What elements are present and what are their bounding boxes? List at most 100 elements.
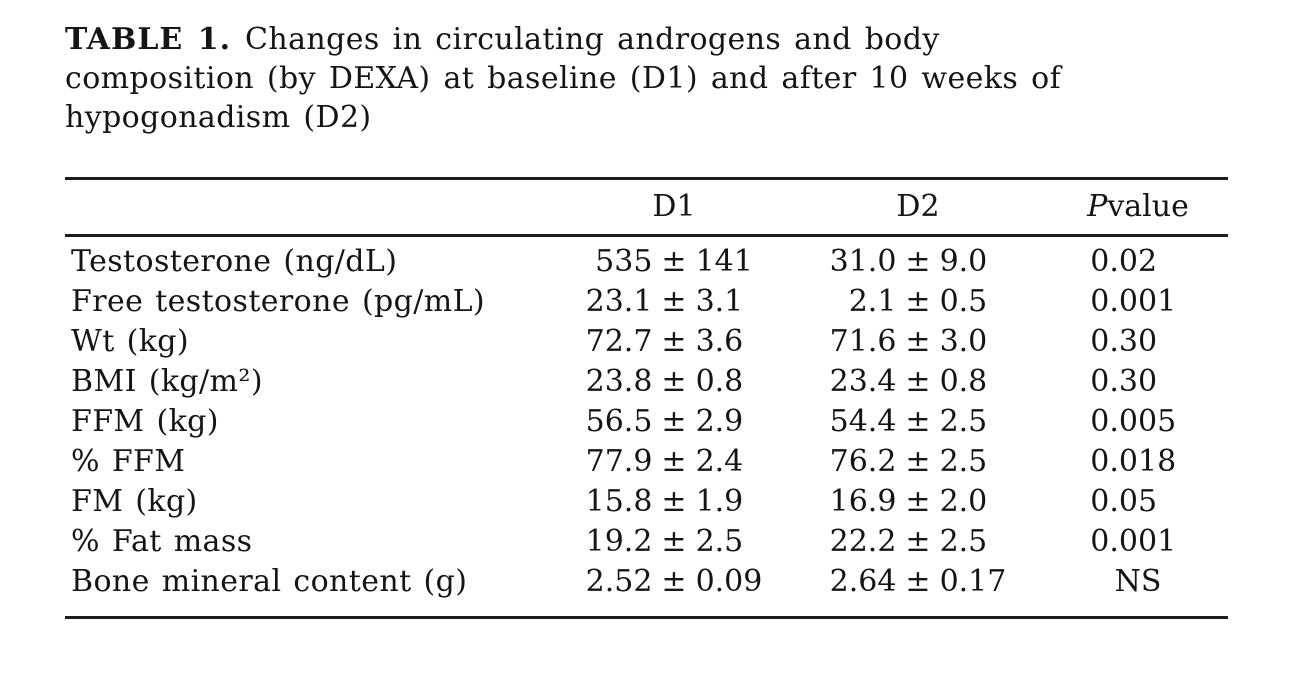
p-value-cell: 0.001: [1048, 522, 1228, 562]
d2-mean: 16.9: [829, 484, 897, 519]
d2-sd: 3.0: [939, 324, 988, 359]
plus-minus-sign: ±: [905, 284, 931, 319]
d2-sd: 0.5: [939, 284, 988, 319]
d1-mean: 23.1: [585, 284, 653, 319]
plus-minus-sign: ±: [661, 444, 687, 479]
plus-minus-sign: ±: [905, 564, 931, 599]
d1-value-cell: 535 ±141: [560, 242, 788, 282]
d1-sd: 141: [695, 244, 753, 279]
d1-mean: 72.7: [585, 324, 653, 359]
d2-mean: 76.2: [829, 444, 897, 479]
d2-mean: 2.1: [848, 284, 897, 319]
d2-sd: 2.5: [939, 444, 988, 479]
table-row: % FFM 77.9 ±2.4 76.2 ±2.5 0.018: [65, 442, 1228, 482]
d1-mean: 15.8: [585, 484, 653, 519]
d2-mean: 22.2: [829, 524, 897, 559]
table-row: FM (kg) 15.8 ±1.9 16.9 ±2.0 0.05: [65, 482, 1228, 522]
plus-minus-sign: ±: [661, 324, 687, 359]
column-header-p-value: P value: [1048, 190, 1228, 234]
caption-line-1: TABLE 1. Changes in circulating androgens…: [65, 20, 1228, 59]
plus-minus-sign: ±: [905, 444, 931, 479]
d1-value-cell: 2.52 ±0.09: [560, 562, 788, 602]
table-row: BMI (kg/m²) 23.8 ±0.8 23.4 ±0.8 0.30: [65, 362, 1228, 402]
p-value-word: value: [1107, 189, 1189, 224]
table-header-row: D1 D2 P value: [65, 180, 1228, 234]
plus-minus-sign: ±: [905, 484, 931, 519]
caption-text-1: Changes in circulating androgens and bod…: [245, 22, 940, 57]
column-header-blank: [65, 224, 560, 234]
d2-value-cell: 71.6 ±3.0: [788, 322, 1048, 362]
plus-minus-sign: ±: [661, 244, 687, 279]
plus-minus-sign: ±: [905, 524, 931, 559]
row-label: Free testosterone (pg/mL): [71, 284, 486, 319]
d1-value-cell: 15.8 ±1.9: [560, 482, 788, 522]
caption-line-3: hypogonadism (D2): [65, 100, 372, 135]
d2-mean: 23.4: [829, 364, 897, 399]
column-header-d2: D2: [896, 189, 940, 224]
table-bottom-rule: [65, 616, 1228, 619]
d1-mean: 77.9: [585, 444, 653, 479]
d1-mean: 56.5: [585, 404, 653, 439]
p-value-cell: 0.30: [1048, 322, 1228, 362]
p-value: 0.02: [1090, 244, 1158, 279]
row-label: % FFM: [71, 444, 186, 479]
d1-sd: 3.6: [695, 324, 744, 359]
d2-value-cell: 31.0 ±9.0: [788, 242, 1048, 282]
row-label: BMI (kg/m²): [71, 364, 263, 399]
table-caption: TABLE 1. Changes in circulating androgens…: [65, 20, 1228, 137]
table-row: Bone mineral content (g) 2.52 ±0.09 2.64 ±…: [65, 562, 1228, 602]
p-value-cell: 0.02: [1048, 242, 1228, 282]
table-number-label: TABLE 1.: [65, 22, 232, 57]
p-value-cell: 0.005: [1048, 402, 1228, 442]
d2-value-cell: 54.4 ±2.5: [788, 402, 1048, 442]
p-value: 0.001: [1090, 284, 1177, 319]
table-row: % Fat mass 19.2 ±2.5 22.2 ±2.5 0.001: [65, 522, 1228, 562]
d2-sd: 9.0: [939, 244, 988, 279]
table-row: FFM (kg) 56.5 ±2.9 54.4 ±2.5 0.005: [65, 402, 1228, 442]
row-label: Testosterone (ng/dL): [71, 244, 398, 279]
d2-sd: 0.17: [939, 564, 1007, 599]
p-value: 0.05: [1090, 484, 1158, 519]
d1-sd: 2.9: [695, 404, 744, 439]
d2-value-cell: 22.2 ±2.5: [788, 522, 1048, 562]
plus-minus-sign: ±: [661, 284, 687, 319]
d1-sd: 0.8: [695, 364, 744, 399]
d1-value-cell: 19.2 ±2.5: [560, 522, 788, 562]
d1-mean: 2.52: [585, 564, 653, 599]
plus-minus-sign: ±: [661, 524, 687, 559]
d1-value-cell: 77.9 ±2.4: [560, 442, 788, 482]
d2-value-cell: 23.4 ±0.8: [788, 362, 1048, 402]
d1-value-cell: 72.7 ±3.6: [560, 322, 788, 362]
d1-sd: 3.1: [695, 284, 744, 319]
d1-mean: 535: [595, 244, 653, 279]
d2-mean: 54.4: [829, 404, 897, 439]
d1-value-cell: 23.1 ±3.1: [560, 282, 788, 322]
d1-sd: 0.09: [695, 564, 763, 599]
p-value: 0.005: [1090, 404, 1177, 439]
row-label: FFM (kg): [71, 404, 219, 439]
p-value-cell: NS: [1048, 562, 1228, 602]
d1-value-cell: 56.5 ±2.9: [560, 402, 788, 442]
table-row: Wt (kg) 72.7 ±3.6 71.6 ±3.0 0.30: [65, 322, 1228, 362]
plus-minus-sign: ±: [905, 244, 931, 279]
table-row: Free testosterone (pg/mL) 23.1 ±3.1 2.1 ±0…: [65, 282, 1228, 322]
row-label: % Fat mass: [71, 524, 253, 559]
d2-value-cell: 2.1 ±0.5: [788, 282, 1048, 322]
plus-minus-sign: ±: [905, 324, 931, 359]
d1-value-cell: 23.8 ±0.8: [560, 362, 788, 402]
p-value-cell: 0.018: [1048, 442, 1228, 482]
table-mid-rule: [65, 234, 1228, 237]
table-row: Testosterone (ng/dL) 535 ±141 31.0 ±9.0 0.…: [65, 242, 1228, 282]
row-label: Wt (kg): [71, 324, 190, 359]
plus-minus-sign: ±: [661, 364, 687, 399]
table-top-rule: [65, 177, 1228, 180]
table-figure: TABLE 1. Changes in circulating androgens…: [65, 20, 1228, 619]
table-body: Testosterone (ng/dL) 535 ±141 31.0 ±9.0 0.…: [65, 237, 1228, 616]
plus-minus-sign: ±: [661, 404, 687, 439]
p-value-cell: 0.001: [1048, 282, 1228, 322]
plus-minus-sign: ±: [661, 484, 687, 519]
d2-sd: 2.5: [939, 404, 988, 439]
d2-value-cell: 16.9 ±2.0: [788, 482, 1048, 522]
caption-line-2: composition (by DEXA) at baseline (D1) a…: [65, 61, 1062, 96]
d1-mean: 23.8: [585, 364, 653, 399]
